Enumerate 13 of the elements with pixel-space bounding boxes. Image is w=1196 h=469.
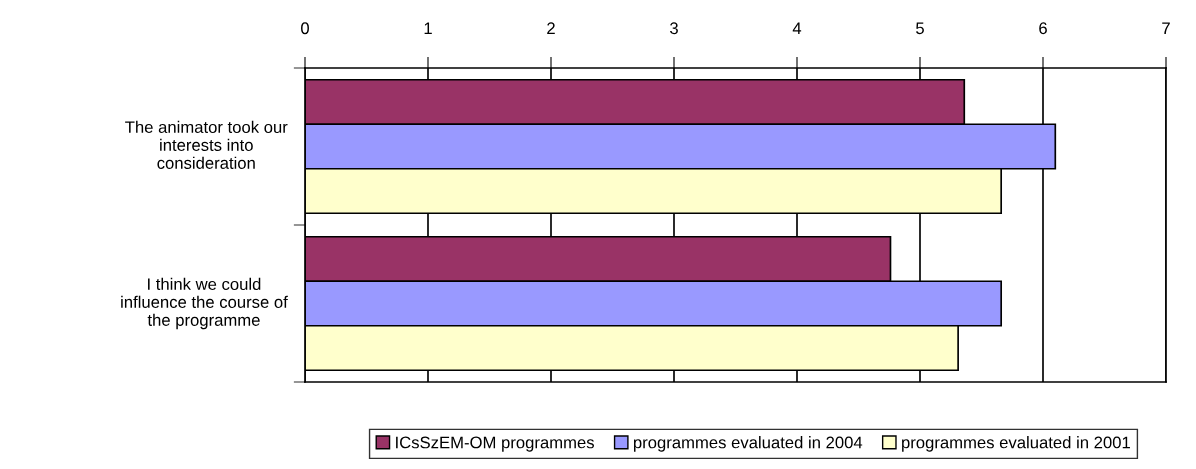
y-tick-label: I think we could influence the course of the programme [121,277,288,330]
x-tick-label: 2 [547,22,555,34]
x-tick-label: 7 [1162,22,1170,34]
legend-label: programmes evaluated in 2004 [633,436,863,452]
x-tick-label: 3 [670,22,678,35]
y-tick-label: The animator took our interests into consideration [125,120,288,169]
x-tick-label: 0 [301,22,309,35]
x-tick-label: 1 [424,22,432,34]
x-tick-label: 4 [792,22,802,34]
legend-label: programmes evaluated in 2001 [902,436,1130,452]
legend-label: ICsSzEM-OM programmes [396,436,594,452]
x-tick-label: 5 [916,22,924,35]
x-tick-label: 6 [1039,22,1047,35]
